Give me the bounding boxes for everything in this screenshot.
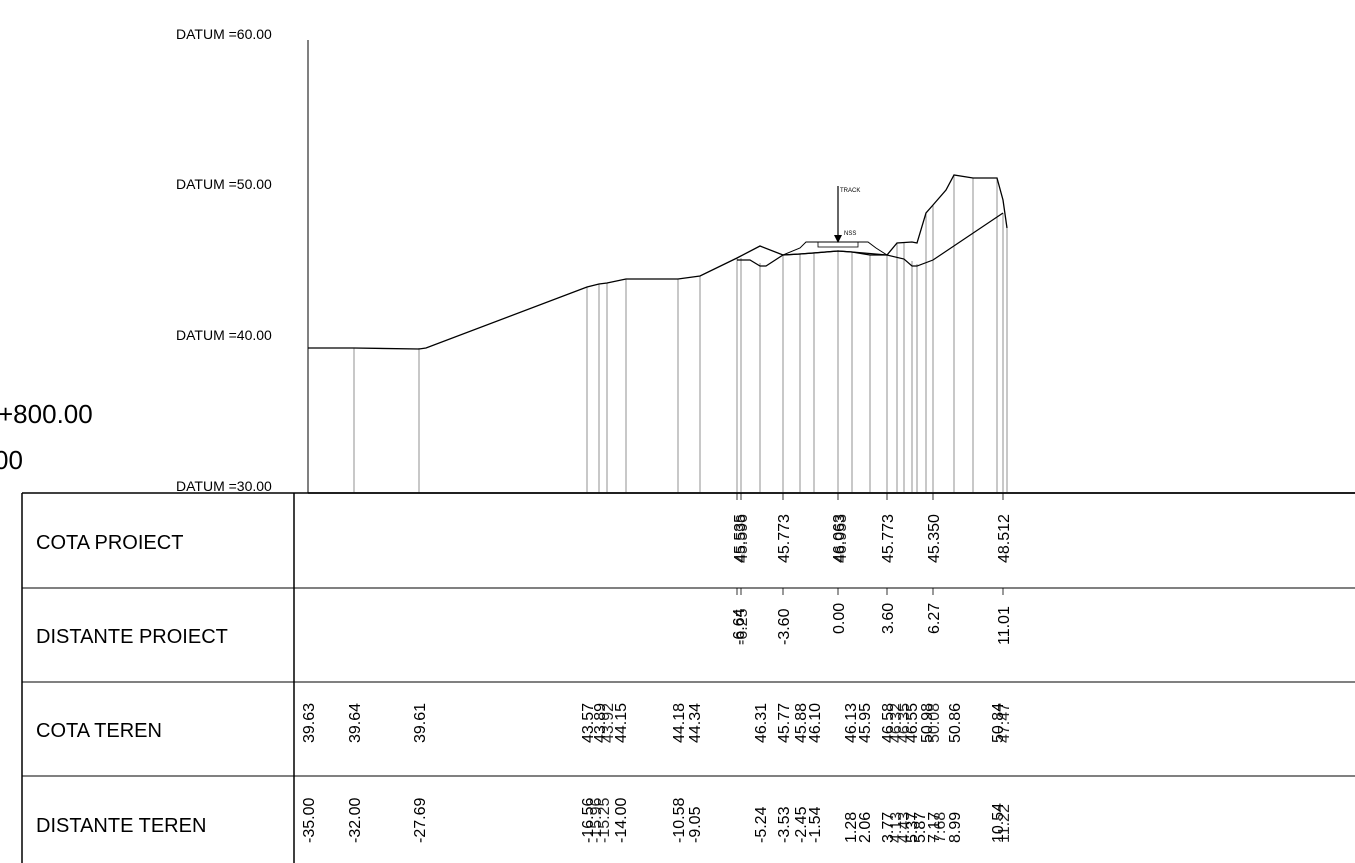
distante-teren-value: -9.05 [687, 806, 704, 843]
cota-teren-value: 46.55 [904, 703, 921, 743]
datum-label-60: DATUM =60.00 [176, 26, 272, 42]
cota-teren-value: 43.57 [580, 703, 597, 743]
distante-teren-value: -27.69 [412, 798, 429, 843]
cota-teren-value: 50.08 [926, 703, 943, 743]
cota-proiect-value: 45.773 [776, 514, 793, 563]
cota-proiect-value: 45.596 [734, 514, 751, 563]
cota-teren-value: 50.84 [990, 703, 1007, 743]
cota-teren-value: 44.15 [613, 703, 630, 743]
cota-proiect-value: 46.063 [831, 514, 848, 563]
cota-teren-value: 45.77 [776, 703, 793, 743]
distante-teren-value: -15.96 [588, 798, 605, 843]
distante-proiect-value: -6.25 [734, 608, 751, 645]
distante-proiect-value: 0.00 [831, 603, 848, 634]
distante-teren-value: 7.17 [926, 812, 943, 843]
distante-proiect-value: -3.60 [776, 608, 793, 645]
cota-teren-value: 46.10 [807, 703, 824, 743]
distante-teren-value: 5.87 [912, 812, 929, 843]
track-axis-arrow [834, 235, 842, 243]
cota-teren-value: 45.88 [793, 703, 810, 743]
distante-teren-value: -10.58 [671, 798, 688, 843]
cota-teren-value: 39.63 [301, 703, 318, 743]
distante-teren-values: -35.00 -32.00 -27.69 -16.56 -15.96 -15.2… [301, 798, 1013, 843]
nss-label: NSS [844, 231, 856, 237]
cota-teren-value: 50.86 [947, 703, 964, 743]
row-label-distante-teren: DISTANTE TEREN [36, 815, 206, 837]
distante-teren-value: 10.54 [990, 803, 1007, 843]
cota-teren-value: 46.32 [888, 703, 905, 743]
distante-teren-value: -32.00 [347, 798, 364, 843]
distante-teren-value: 3.77 [880, 812, 897, 843]
design-line [737, 212, 1004, 267]
cota-proiect-values: 45.535 45.596 45.773 46.063 46.953 45.77… [732, 514, 1013, 563]
cota-proiect-value: 45.535 [732, 514, 749, 563]
value-ticks [736, 493, 1004, 595]
distante-teren-value: -14.00 [613, 798, 630, 843]
cota-teren-value: 44.34 [687, 703, 704, 743]
distante-teren-value: 4.13 [888, 812, 905, 843]
cota-teren-value: 46.31 [753, 703, 770, 743]
distante-teren-value: -35.00 [301, 798, 318, 843]
cota-teren-value: 43.92 [600, 703, 617, 743]
distante-teren-value: 4.43 [896, 812, 913, 843]
distante-teren-value: 5.37 [904, 812, 921, 843]
cota-teren-value: 45.95 [857, 703, 874, 743]
distante-teren-value: 7.68 [932, 812, 949, 843]
distante-teren-value: -16.56 [580, 798, 597, 843]
distante-proiect-values: -6.64 -6.25 -3.60 0.00 3.60 6.27 11.01 [731, 603, 1013, 645]
datum-label-30: DATUM =30.00 [176, 478, 272, 494]
row-label-cota-teren: COTA TEREN [36, 720, 162, 742]
cota-proiect-value: 45.350 [926, 514, 943, 563]
cota-proiect-value: 46.953 [833, 514, 850, 563]
cota-teren-value: 46.13 [843, 703, 860, 743]
distante-teren-value: 11.22 [996, 804, 1013, 843]
cota-teren-value: 44.18 [671, 703, 688, 743]
cota-proiect-value: 45.773 [880, 514, 897, 563]
distante-teren-value: -2.45 [793, 806, 810, 843]
cota-teren-value: 47.47 [996, 703, 1013, 743]
cota-teren-values: 39.63 39.64 39.61 43.57 43.89 43.92 44.1… [301, 703, 1013, 743]
distante-teren-value: -1.54 [807, 806, 824, 843]
row-label-distante-proiect: DISTANTE PROIECT [36, 626, 228, 648]
distante-proiect-value: 3.60 [880, 603, 897, 634]
distante-teren-value: -15.25 [596, 798, 613, 843]
cota-proiect-value: 48.512 [996, 514, 1013, 563]
track-embankment [782, 241, 888, 256]
cota-teren-value: 39.61 [412, 703, 429, 743]
distante-proiect-value: -6.64 [731, 608, 748, 645]
distante-teren-value: 2.06 [857, 812, 874, 843]
distante-proiect-value: 11.01 [996, 606, 1013, 645]
datum-label-40: DATUM =40.00 [176, 327, 272, 343]
cota-teren-value: 46.58 [880, 703, 897, 743]
cota-teren-value: 50.98 [919, 703, 936, 743]
distante-teren-value: -3.53 [776, 806, 793, 843]
cota-teren-value: 46.35 [896, 703, 913, 743]
datum-label-50: DATUM =50.00 [176, 176, 272, 192]
distante-proiect-value: 6.27 [926, 603, 943, 634]
station-second-line: 00 [0, 445, 23, 475]
station-chainage: +800.00 [0, 399, 93, 429]
row-label-cota-proiect: COTA PROIECT [36, 532, 183, 554]
cota-teren-value: 43.89 [592, 703, 609, 743]
terrain-line [308, 174, 1008, 350]
distante-teren-value: 8.99 [947, 812, 964, 843]
track-label: TRACK [840, 188, 860, 194]
distante-teren-value: 1.28 [843, 812, 860, 843]
distante-teren-value: -5.24 [753, 806, 770, 843]
terrain-drop-lines [353, 175, 1008, 493]
cota-teren-value: 39.64 [347, 703, 364, 743]
data-table [21, 492, 1355, 863]
